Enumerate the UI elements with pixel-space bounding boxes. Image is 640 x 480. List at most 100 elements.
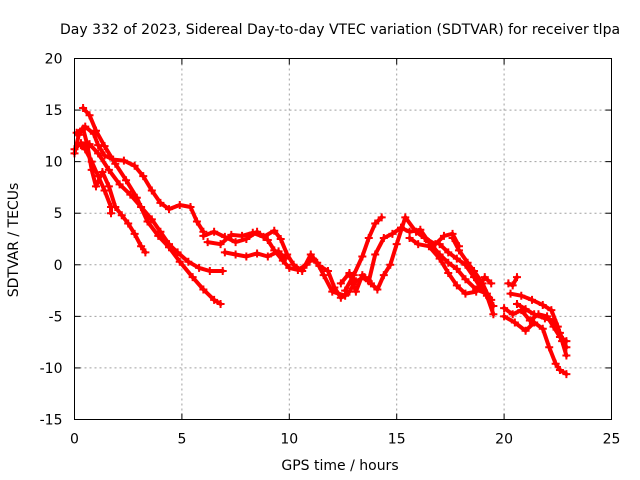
data-point (205, 266, 214, 275)
data-point (364, 277, 373, 286)
series-line (81, 106, 223, 306)
data-point (298, 266, 307, 275)
series-line (205, 228, 348, 298)
data-point (253, 249, 262, 258)
data-point (435, 240, 444, 249)
data-point (199, 285, 208, 294)
data-point (119, 156, 128, 165)
data-point (373, 285, 382, 294)
y-tick-label: -15 (40, 413, 63, 429)
data-point (165, 240, 174, 249)
data-point (444, 248, 453, 257)
data-point (100, 142, 109, 151)
series-track-5 (76, 141, 116, 218)
y-tick-label: 5 (54, 206, 63, 222)
series-track-18 (500, 312, 571, 379)
data-point (562, 370, 571, 379)
data-point (100, 186, 109, 195)
y-axis-label: SDTVAR / TECUs (6, 183, 22, 298)
data-point (525, 316, 534, 325)
data-point (306, 250, 315, 259)
data-point (115, 180, 124, 189)
data-point (547, 306, 556, 315)
data-point (454, 246, 463, 255)
data-point (551, 359, 560, 368)
data-point (248, 228, 257, 237)
series-track-3 (72, 122, 208, 236)
y-tick-label: 20 (45, 52, 63, 68)
series-line (72, 141, 225, 273)
data-point (173, 248, 182, 257)
data-point (76, 141, 85, 150)
data-point (263, 252, 272, 261)
y-tick-label: -10 (40, 361, 63, 377)
data-point (500, 304, 509, 313)
data-point (175, 200, 184, 209)
data-point (540, 314, 549, 323)
data-point (186, 203, 195, 212)
data-point (323, 266, 332, 275)
data-point (555, 365, 564, 374)
data-point (220, 248, 229, 257)
data-point (218, 266, 227, 275)
data-point (124, 219, 133, 228)
series-track-2 (70, 139, 227, 275)
data-point (147, 215, 156, 224)
data-point (85, 111, 94, 120)
x-tick-label: 15 (388, 432, 406, 448)
data-point (137, 242, 146, 251)
data-point (388, 229, 397, 238)
plot-frame (74, 58, 612, 420)
data-point (87, 157, 96, 166)
data-point (452, 254, 461, 263)
grid (74, 58, 612, 420)
data-point (192, 217, 201, 226)
data-point (555, 328, 564, 337)
data-point (259, 232, 268, 241)
data-point (203, 238, 212, 247)
data-point (530, 318, 539, 327)
data-point (242, 252, 251, 261)
data-point (130, 161, 139, 170)
data-point (336, 279, 345, 288)
data-point (521, 305, 530, 314)
series-track-19 (512, 299, 571, 352)
x-tick-label: 20 (495, 432, 513, 448)
series-line (74, 124, 206, 234)
data-point (341, 286, 350, 295)
data-point (126, 190, 135, 199)
data-point (416, 225, 425, 234)
data-point (461, 275, 470, 284)
data-point (379, 271, 388, 280)
data-point (461, 289, 470, 298)
data-point (530, 310, 539, 319)
series-track-4 (70, 124, 150, 257)
data-point (485, 293, 494, 302)
data-point (478, 279, 487, 288)
data-point (130, 229, 139, 238)
data-point (104, 182, 113, 191)
data-point (521, 326, 530, 335)
data-point (79, 104, 88, 113)
data-point (281, 254, 290, 263)
data-point (165, 205, 174, 214)
chart-title: Day 332 of 2023, Sidereal Day-to-day VTE… (60, 22, 620, 38)
series-track-14 (448, 233, 498, 311)
data-point (100, 151, 109, 160)
data-point (238, 231, 247, 240)
data-point (147, 186, 156, 195)
data-point (528, 295, 537, 304)
data-point (274, 247, 283, 256)
data-point (401, 213, 410, 222)
data-point (506, 289, 515, 298)
data-point (489, 302, 498, 311)
series-track-8 (220, 247, 290, 263)
data-point (91, 182, 100, 191)
data-point (184, 257, 193, 266)
data-point (117, 211, 126, 220)
x-tick-label: 10 (280, 432, 298, 448)
data-point (94, 172, 103, 181)
data-point (74, 130, 83, 139)
x-tick-label: 5 (177, 432, 186, 448)
